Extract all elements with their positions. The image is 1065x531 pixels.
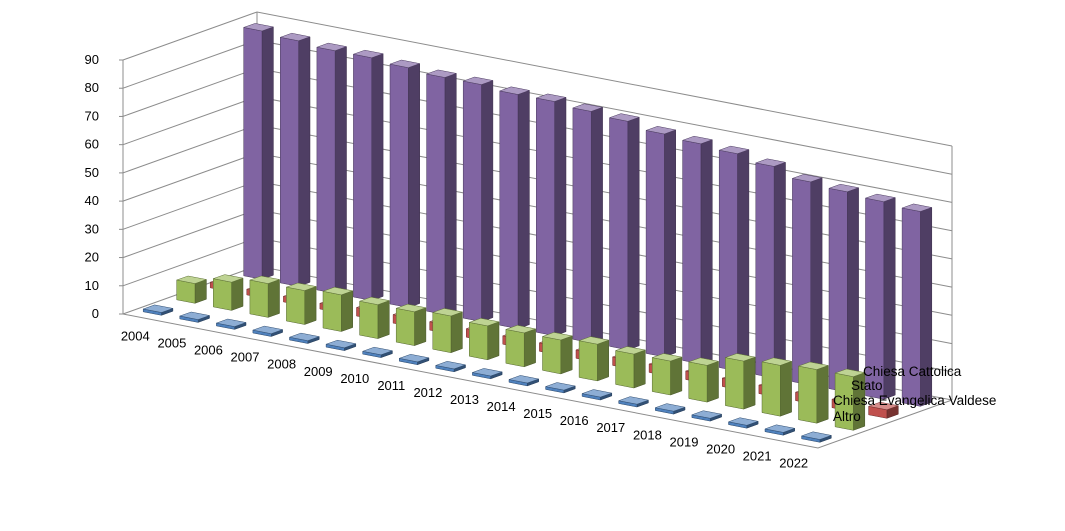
x-tick-label: 2008 [267, 357, 296, 372]
bar [462, 76, 494, 322]
bar [901, 203, 933, 407]
bar [761, 357, 793, 417]
x-tick-label: 2021 [743, 448, 772, 463]
bar [654, 403, 686, 415]
bar [754, 158, 787, 379]
bar [724, 353, 757, 410]
bar [361, 346, 394, 358]
bar [395, 303, 427, 346]
bar [508, 375, 540, 387]
bar [800, 431, 833, 443]
bar [727, 417, 760, 429]
bar [541, 332, 574, 375]
bar [322, 286, 354, 332]
x-tick-label: 2013 [450, 392, 479, 407]
x-tick-label: 2004 [121, 329, 150, 344]
bar [315, 42, 348, 294]
bar [764, 424, 796, 436]
x-tick-label: 2020 [706, 441, 735, 456]
bar [608, 113, 641, 351]
y-tick-label: 30 [85, 221, 99, 236]
bar [645, 126, 677, 358]
bar [471, 368, 504, 380]
bar [797, 361, 830, 424]
bar [690, 410, 723, 422]
bar [178, 311, 211, 323]
bar [389, 59, 421, 308]
bar [571, 103, 604, 344]
x-tick-label: 2012 [413, 385, 442, 400]
bar [352, 49, 385, 301]
x-tick-label: 2015 [523, 406, 552, 421]
bar [867, 401, 900, 419]
x-tick-label: 2017 [596, 420, 625, 435]
bar [325, 339, 357, 351]
bar [279, 32, 311, 287]
x-tick-label: 2022 [779, 456, 808, 471]
x-tick-label: 2007 [231, 350, 260, 365]
x-tick-label: 2010 [340, 371, 369, 386]
bar [504, 325, 537, 368]
y-tick-label: 50 [85, 165, 99, 180]
series-label: Stato [851, 378, 883, 393]
bar [142, 304, 174, 316]
series-label: Chiesa Cattolica [863, 364, 962, 379]
y-tick-label: 70 [85, 108, 99, 123]
bar [468, 318, 500, 361]
x-tick-label: 2019 [670, 434, 699, 449]
bar [288, 332, 321, 344]
bar [718, 145, 750, 372]
x-tick-label: 2005 [157, 336, 186, 351]
bar [544, 382, 577, 394]
bar [434, 361, 467, 373]
bar [251, 325, 284, 337]
y-tick-label: 90 [85, 52, 99, 67]
y-tick-label: 40 [85, 193, 99, 208]
bar [242, 23, 275, 280]
bar [285, 282, 318, 325]
bar [687, 357, 720, 403]
bar [578, 336, 610, 382]
y-tick-label: 10 [85, 278, 99, 293]
bar [425, 69, 458, 315]
series-label: Altro [833, 409, 861, 424]
bar [864, 193, 897, 400]
bar [215, 318, 247, 330]
y-tick-label: 60 [85, 137, 99, 152]
labels: 0 10 20 30 40 50 60 70 80 90 2004 2005 2006 2007 2008 2… [85, 52, 997, 471]
bars [142, 23, 933, 443]
x-tick-label: 2016 [560, 413, 589, 428]
y-tick-label: 80 [85, 80, 99, 95]
x-tick-label: 2018 [633, 427, 662, 442]
bar [398, 354, 430, 366]
x-tick-label: 2006 [194, 343, 223, 358]
bar [614, 346, 647, 389]
floor-edge [122, 313, 953, 449]
bar [834, 368, 866, 431]
y-tick-label: 20 [85, 250, 99, 265]
bar [358, 296, 391, 339]
bar [681, 135, 714, 365]
bar [581, 389, 613, 401]
x-tick-label: 2014 [487, 399, 516, 414]
bar [248, 275, 281, 318]
bar [828, 183, 860, 393]
y-tick-label: 0 [92, 306, 99, 321]
bar [175, 275, 208, 304]
series-label: Chiesa Evangelica Valdese [833, 393, 996, 408]
bar [617, 396, 650, 408]
bar [431, 308, 464, 354]
bar [791, 174, 824, 386]
bar [212, 274, 244, 311]
x-tick-label: 2011 [377, 378, 405, 393]
x-tick-label: 2009 [304, 364, 333, 379]
bar [535, 93, 567, 337]
bar [498, 86, 531, 330]
bar [651, 353, 683, 396]
